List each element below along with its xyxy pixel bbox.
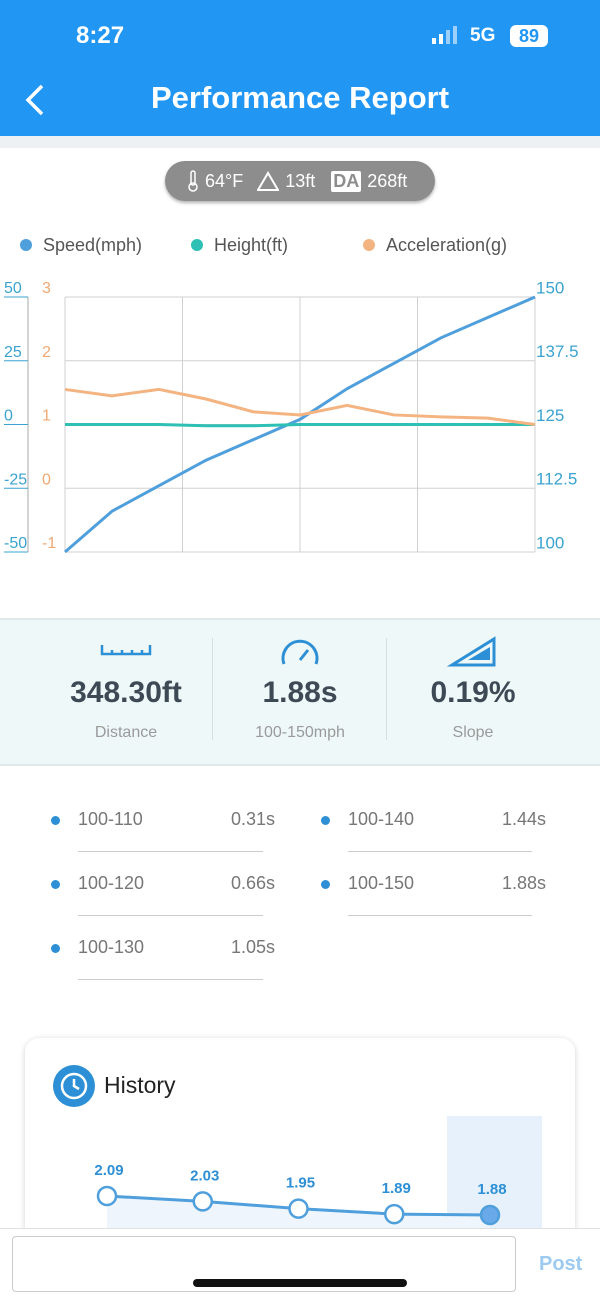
battery: 89	[510, 25, 548, 47]
split-underline	[348, 851, 532, 852]
y-tick-label: 25	[4, 344, 22, 361]
y2-tick-label: 125	[536, 406, 564, 425]
split-time: 1.05s	[230, 937, 275, 957]
split-range: 100-140	[348, 809, 415, 829]
split-range: 100-120	[78, 873, 145, 893]
mountain-icon	[257, 171, 280, 191]
elevation: 13ft	[285, 170, 316, 191]
legend-swatch	[363, 239, 375, 251]
density-altitude: 268ft	[367, 170, 408, 191]
split-range: 100-110	[78, 809, 143, 829]
y2-tick-label: 150	[536, 278, 564, 297]
comment-input[interactable]	[12, 1236, 516, 1292]
thermometer-icon	[188, 170, 198, 192]
da-badge: DA	[331, 170, 362, 192]
history-point	[288, 1198, 309, 1219]
y-tick-label: 50	[4, 280, 22, 297]
separator	[386, 638, 387, 740]
stat-value: 348.30ft	[70, 676, 182, 709]
y-tick-label: -25	[4, 471, 27, 488]
y3-tick-label: 3	[42, 280, 51, 297]
y3-tick-label: -1	[42, 535, 56, 552]
home-indicator	[193, 1279, 407, 1287]
legend-swatch	[20, 239, 32, 251]
history-label: 2.09	[94, 1162, 123, 1179]
back-button[interactable]	[20, 82, 50, 118]
y2-tick-label: 112.5	[536, 470, 577, 489]
stat-value: 0.19%	[430, 676, 516, 709]
split-dot	[51, 816, 60, 825]
history-point	[479, 1204, 501, 1226]
y2-tick-label: 100	[536, 533, 564, 552]
conditions-pill: 64°F 13ft DA 268ft	[165, 161, 435, 201]
history-title: History	[104, 1072, 176, 1098]
split-time: 1.44s	[501, 809, 546, 829]
split-dot	[321, 880, 330, 889]
history-label: 1.95	[286, 1175, 315, 1192]
history-label: 2.03	[190, 1167, 219, 1184]
split-time: 1.88s	[501, 873, 546, 893]
legend-label: Height(ft)	[214, 235, 288, 255]
split-dot	[51, 944, 60, 953]
stat-label: 100-150mph	[255, 724, 345, 741]
post-button[interactable]: Post	[539, 1253, 583, 1275]
split-underline	[348, 915, 532, 916]
split-time: 0.31s	[230, 809, 275, 829]
split-underline	[78, 851, 263, 852]
legend-swatch	[191, 239, 203, 251]
temperature: 64°F	[205, 170, 244, 191]
composer	[0, 1228, 600, 1300]
split-dot	[321, 816, 330, 825]
split-underline	[78, 979, 263, 980]
stats-icons	[100, 636, 496, 667]
separator	[212, 638, 213, 740]
y2-tick-label: 137.5	[536, 342, 579, 361]
history-label: 1.89	[382, 1180, 411, 1197]
page-title: Performance Report	[150, 80, 450, 115]
series-line	[65, 423, 535, 428]
chart: Speed(mph) Height(ft) Acceleration(g) -50 -2…	[4, 235, 579, 554]
divider	[0, 136, 600, 148]
history-point	[96, 1185, 118, 1207]
y-tick-label: -50	[4, 535, 27, 552]
clock: 8:27	[76, 22, 125, 49]
history-chart: 2.09 2.03 1.95 1.89 1.88	[94, 1116, 542, 1228]
legend-label: Speed(mph)	[43, 235, 142, 255]
stat-value: 1.88s	[262, 676, 338, 709]
history-point	[384, 1203, 405, 1225]
y3-tick-label: 0	[42, 471, 51, 488]
split-underline	[78, 915, 263, 916]
series-line	[64, 387, 536, 426]
y3-tick-label: 2	[42, 344, 51, 361]
stat-label: Distance	[94, 724, 158, 741]
split-dot	[51, 880, 60, 889]
history-icon	[53, 1065, 95, 1107]
split-range: 100-130	[78, 937, 145, 957]
legend-label: Acceleration(g)	[386, 235, 507, 255]
history-point	[192, 1191, 213, 1212]
app-header	[0, 0, 600, 136]
stat-label: Slope	[452, 724, 494, 741]
network: 5G	[470, 25, 496, 46]
history-label: 1.88	[477, 1181, 506, 1198]
y3-tick-label: 1	[42, 408, 51, 425]
y-tick-label: 0	[4, 408, 13, 425]
split-range: 100-150	[348, 873, 415, 893]
signal-icon	[432, 26, 457, 44]
split-time: 0.66s	[230, 873, 275, 893]
series-line	[64, 295, 536, 554]
